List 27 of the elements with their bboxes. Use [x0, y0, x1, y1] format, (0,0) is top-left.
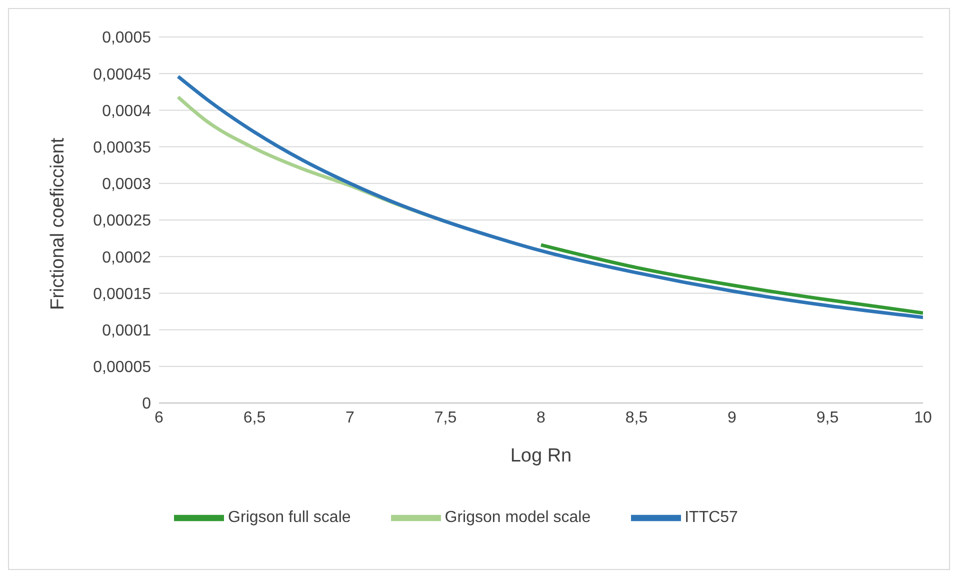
line-series: [539, 243, 923, 315]
x-tick-label: 9: [728, 409, 737, 426]
y-tick-label: 0,0005: [102, 30, 152, 47]
y-tick-label: 0,0001: [102, 322, 152, 340]
y-tick-label: 0,0003: [102, 176, 152, 194]
y-tick-label: 0,0004: [102, 102, 152, 120]
x-tick-label: 7: [346, 409, 355, 426]
y-tick-label: 0,00035: [93, 139, 152, 156]
legend-label: Grigson full scale: [228, 509, 351, 526]
x-tick-label: 8,5: [625, 409, 648, 426]
legend-label: ITTC57: [684, 509, 738, 526]
y-tick-label: 0,00005: [93, 359, 152, 376]
x-tick-label: 7,5: [434, 409, 457, 426]
line-series: [176, 74, 923, 320]
x-tick-label: 6: [154, 409, 164, 426]
x-axis-title: Log Rn: [510, 445, 572, 466]
y-axis-title: Frictional coeficcient: [48, 137, 69, 310]
y-tick-label: 0,0002: [102, 249, 152, 266]
legend-label: Grigson model scale: [444, 509, 591, 526]
x-tick-label: 8: [536, 409, 546, 426]
y-tick-label: 0,00025: [93, 212, 152, 230]
x-tick-label: 6,5: [243, 409, 266, 426]
x-tick-label: 9,5: [816, 409, 839, 426]
y-tick-label: 0,00015: [93, 286, 152, 303]
x-tick-label: 10: [914, 409, 932, 426]
y-tick-label: 0: [142, 396, 152, 413]
y-tick-label: 0,00045: [93, 66, 152, 84]
